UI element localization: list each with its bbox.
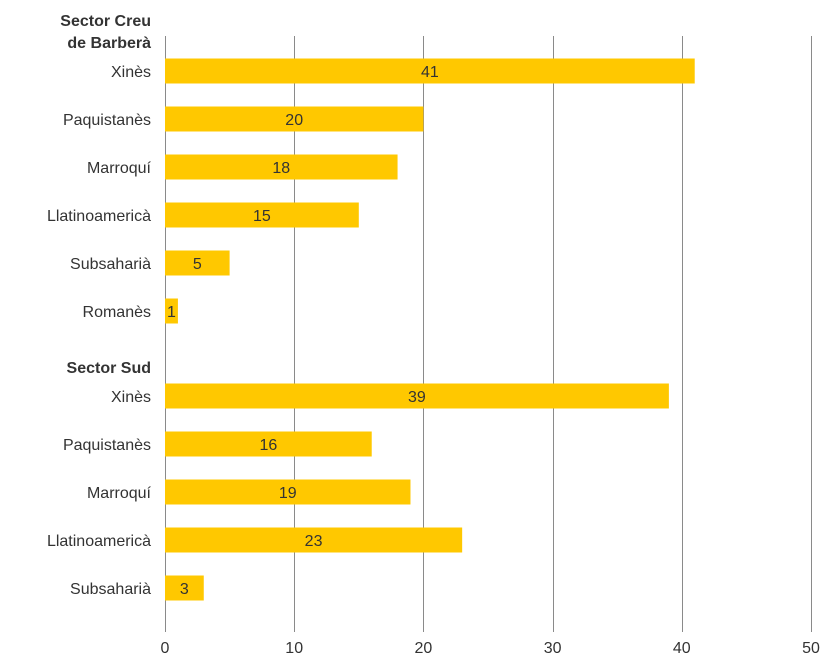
bar	[165, 154, 398, 180]
bar	[165, 298, 178, 324]
category-label: Paquistanès	[63, 112, 151, 129]
bar-value-label: 41	[421, 64, 439, 81]
x-tick-label: 0	[161, 640, 170, 656]
x-tick-label: 40	[673, 640, 691, 656]
x-tick-label: 20	[415, 640, 433, 656]
x-tick-label: 30	[544, 640, 562, 656]
category-label: Paquistanès	[63, 437, 151, 454]
bar	[165, 383, 669, 409]
bars: 41 20 18 15 5 1 39 16 19 23 3	[165, 58, 695, 601]
group-label: Sector Sud	[67, 360, 151, 377]
bar	[165, 527, 463, 553]
bar-value-label: 19	[279, 485, 297, 502]
bar	[165, 202, 359, 228]
category-label: Xinès	[111, 64, 151, 81]
bar-value-label: 5	[193, 256, 202, 273]
category-label: Llatinoamericà	[47, 208, 151, 225]
bar-value-label: 15	[253, 208, 271, 225]
bar-value-label: 3	[180, 581, 189, 598]
bar-value-label: 16	[259, 437, 277, 454]
x-axis-ticks: 0 10 20 30 40 50	[161, 640, 820, 656]
category-label: Subsaharià	[70, 256, 151, 273]
group-label: Sector Creu	[60, 13, 151, 30]
category-labels: Sector Creu de Barberà Xinès Paquistanès Mar…	[47, 13, 152, 598]
category-label: Romanès	[83, 304, 151, 321]
category-label: Llatinoamericà	[47, 533, 151, 550]
bar-value-label: 20	[285, 112, 303, 129]
group-label: de Barberà	[67, 35, 151, 52]
category-label: Marroquí	[87, 485, 152, 502]
category-label: Xinès	[111, 389, 151, 406]
bar-value-label: 18	[272, 160, 290, 177]
x-tick-label: 50	[802, 640, 820, 656]
bar	[165, 106, 424, 132]
bar	[165, 575, 204, 601]
x-tick-label: 10	[285, 640, 303, 656]
bar	[165, 250, 230, 276]
bar-value-label: 1	[167, 304, 176, 321]
bar	[165, 58, 695, 84]
bar	[165, 431, 372, 457]
category-label: Marroquí	[87, 160, 152, 177]
bar-value-label: 23	[305, 533, 323, 550]
category-label: Subsaharià	[70, 581, 151, 598]
bar	[165, 479, 411, 505]
bar-value-label: 39	[408, 389, 426, 406]
